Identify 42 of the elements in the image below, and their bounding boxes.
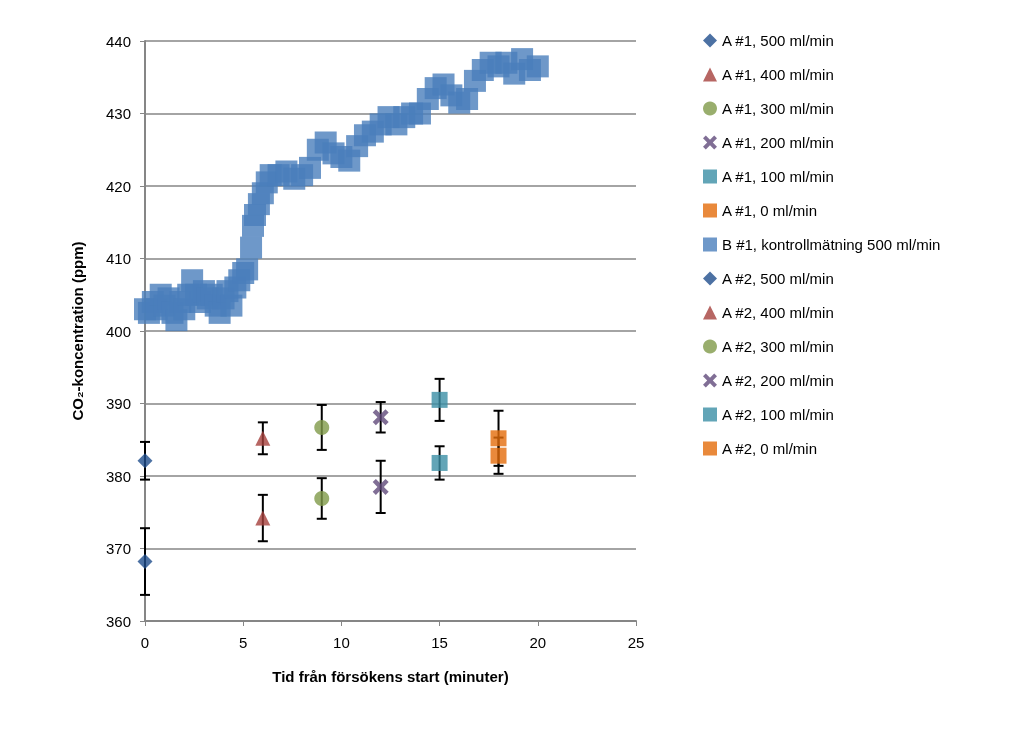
y-tick-label: 380 (105, 467, 131, 485)
x-tick-label: 10 (333, 634, 350, 651)
y-tick-label: 390 (105, 395, 131, 412)
legend-label: A #1, 0 ml/min (722, 202, 818, 219)
point (314, 419, 330, 435)
point (137, 554, 153, 570)
y-tick-label: 440 (105, 32, 131, 50)
legend-label: A #2, 400 ml/min (722, 304, 834, 321)
x-tick-label: 5 (239, 634, 248, 651)
y-tick-label: 430 (105, 105, 131, 122)
y-tick-label: 420 (105, 177, 131, 195)
x-axis-title: Tid från försökens start (minuter) (272, 668, 509, 685)
legend-label: A #1, 200 ml/min (722, 134, 834, 151)
x-tick-label: 0 (140, 634, 150, 651)
point (431, 454, 448, 471)
legend-label: A #1, 500 ml/min (722, 32, 834, 49)
y-tick-label: 410 (105, 250, 131, 267)
point (255, 430, 271, 446)
point (490, 430, 507, 447)
point (431, 391, 448, 408)
legend-label: A #1, 300 ml/min (722, 100, 834, 117)
y-tick-label: 370 (105, 540, 131, 557)
legend-label: A #2, 300 ml/min (722, 338, 834, 355)
legend-label: B #1, kontrollmätning 500 ml/min (722, 236, 941, 253)
x-tick-label: 25 (627, 634, 645, 651)
point (490, 447, 507, 464)
legend-label: A #1, 400 ml/min (722, 66, 834, 83)
y-tick-label: 360 (105, 612, 131, 630)
point (372, 409, 389, 426)
y-tick-label: 400 (105, 322, 131, 340)
x-tick-label: 20 (529, 634, 547, 651)
point (314, 490, 330, 506)
point (137, 453, 153, 469)
legend-label: A #2, 200 ml/min (722, 372, 834, 389)
legend-label: A #2, 500 ml/min (722, 270, 834, 287)
legend-label: A #1, 100 ml/min (722, 168, 834, 185)
x-tick-label: 15 (431, 634, 448, 651)
legend-label: A #2, 100 ml/min (722, 406, 834, 423)
point (372, 478, 389, 495)
legend-label: A #2, 0 ml/min (722, 440, 818, 457)
point (255, 510, 271, 526)
y-axis-title: CO₂-koncentration (ppm) (69, 241, 86, 421)
